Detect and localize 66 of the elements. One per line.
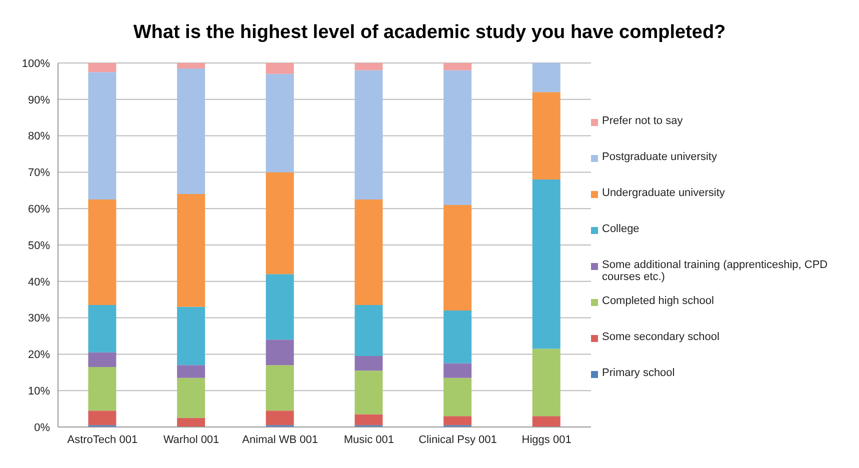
y-tick-label: 30% <box>28 312 50 325</box>
bar <box>177 365 206 378</box>
bar <box>532 63 560 92</box>
legend-label: Completed high school <box>602 295 714 307</box>
bar <box>444 204 472 311</box>
y-tick-label: 70% <box>28 167 50 180</box>
bar <box>532 179 560 349</box>
bar <box>266 340 294 366</box>
bar <box>266 410 294 426</box>
bar <box>177 194 206 307</box>
y-tick-label: 10% <box>28 386 50 398</box>
bar <box>266 172 294 274</box>
bar <box>444 70 472 205</box>
bar <box>444 310 472 364</box>
x-tick-label: Higgs 001 <box>522 434 572 446</box>
bar <box>177 306 206 366</box>
bar <box>177 378 206 418</box>
bar <box>354 305 383 356</box>
y-tick-label: 100% <box>22 58 50 70</box>
bar <box>177 63 206 68</box>
bar <box>444 363 472 378</box>
legend-label: Postgraduate university <box>602 151 717 163</box>
x-tick-label: Animal WB 001 <box>242 434 318 446</box>
legend-label: Prefer not to say <box>602 115 683 127</box>
chart-title: What is the highest level of academic study you have completed? <box>132 21 727 45</box>
legend-label: Some additional training (apprenticeship, CPD courses etc.) <box>602 259 829 283</box>
bar <box>177 418 206 427</box>
bar <box>444 63 472 70</box>
x-tick-label: Music 001 <box>344 434 394 446</box>
y-tick-label: 80% <box>28 130 50 143</box>
bar <box>266 365 294 411</box>
bar <box>354 70 383 200</box>
bar <box>88 200 116 306</box>
bar <box>88 305 116 352</box>
bar <box>88 352 116 367</box>
bar <box>88 366 116 411</box>
y-tick-label: 0% <box>34 422 50 434</box>
bar <box>88 72 116 200</box>
bar <box>266 74 294 172</box>
bar <box>354 200 383 306</box>
bar <box>532 348 560 416</box>
bar <box>354 370 383 414</box>
bar <box>444 378 472 416</box>
bar <box>354 414 383 426</box>
bar <box>354 63 383 70</box>
bar <box>532 416 560 427</box>
y-tick-label: 60% <box>28 204 50 216</box>
y-tick-label: 20% <box>28 349 50 362</box>
legend-label: Primary school <box>602 367 675 379</box>
x-tick-label: Clinical Psy 001 <box>418 434 497 446</box>
bar <box>88 410 116 426</box>
legend-label: College <box>602 223 640 235</box>
y-tick-label: 40% <box>28 276 50 288</box>
x-tick-label: Warhol 001 <box>163 434 220 446</box>
bar <box>354 356 383 371</box>
y-tick-label: 50% <box>28 240 50 252</box>
x-tick-label: AstroTech 001 <box>67 434 138 446</box>
legend-label: Some secondary school <box>602 331 720 343</box>
bar <box>532 92 560 180</box>
bar <box>266 274 294 340</box>
bar <box>177 68 206 194</box>
bar <box>444 416 472 426</box>
legend-label: Undergraduate university <box>602 187 725 199</box>
bar <box>88 63 116 72</box>
bar <box>266 63 294 74</box>
y-tick-label: 90% <box>28 94 50 106</box>
